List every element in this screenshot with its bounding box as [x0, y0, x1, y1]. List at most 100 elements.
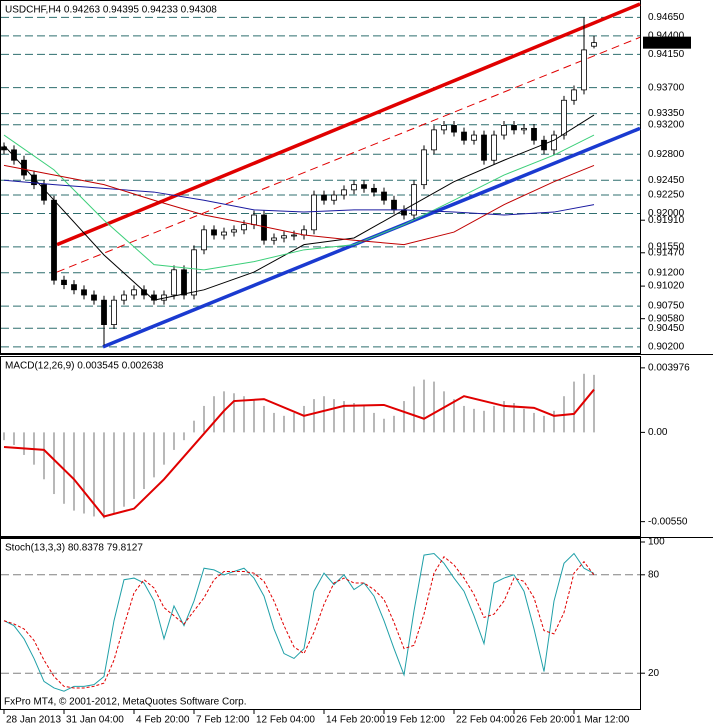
- level-label: 0.92250: [648, 190, 685, 201]
- x-tick-label: 4 Feb 20:00: [136, 715, 190, 726]
- level-label: 0.92800: [648, 149, 685, 160]
- y-tick-label: 0.91470: [648, 247, 685, 258]
- candle-body: [411, 184, 417, 216]
- series-line: [3, 134, 595, 271]
- series-line: [3, 114, 595, 301]
- candle-body: [271, 237, 277, 241]
- x-tick-label: 14 Feb 20:00: [326, 715, 385, 726]
- candle-body: [51, 199, 57, 281]
- panel-frame: [0, 0, 641, 354]
- series-line: [3, 388, 595, 518]
- candle-body: [281, 235, 287, 239]
- candle-body: [591, 42, 597, 47]
- copyright: FxPro MT4, © 2001-2012, MetaQuotes Softw…: [4, 697, 246, 708]
- candle-body: [171, 269, 177, 296]
- candle-body: [521, 127, 527, 131]
- candle-body: [581, 49, 587, 91]
- candle-body: [491, 134, 497, 161]
- candle-body: [561, 99, 567, 136]
- candle-body: [371, 187, 377, 193]
- candle-body: [311, 194, 317, 231]
- candle-body: [11, 149, 17, 161]
- candle-body: [431, 129, 437, 151]
- y-tick-label: 0.90580: [648, 313, 685, 324]
- candle-body: [241, 224, 247, 231]
- candle-body: [321, 194, 327, 201]
- candle-body: [261, 214, 267, 241]
- y-tick-label: 0.00: [648, 427, 668, 438]
- level-label: 0.90450: [648, 323, 685, 334]
- candle-body: [381, 191, 387, 201]
- y-tick-label: -0.00550: [648, 516, 688, 527]
- y-tick-label: 0.91910: [648, 215, 685, 226]
- level-label: 0.94400: [648, 30, 685, 41]
- trend-line: [56, 36, 641, 273]
- level-label: 0.90200: [648, 341, 685, 352]
- candle-body: [511, 125, 517, 131]
- x-tick-label: 31 Jan 04:00: [66, 715, 124, 726]
- last-price-box: [643, 36, 691, 49]
- series-line: [3, 164, 595, 246]
- candle-body: [101, 299, 107, 326]
- x-tick-label: 19 Feb 12:00: [386, 715, 445, 726]
- level-label: 0.90750: [648, 301, 685, 312]
- candle-body: [391, 199, 397, 211]
- candle-body: [531, 127, 537, 141]
- panel-title: MACD(12,26,9) 0.003545 0.002638: [5, 361, 164, 372]
- candle-body: [181, 269, 187, 296]
- candle-body: [461, 131, 467, 141]
- level-label: 0.92450: [648, 175, 685, 186]
- candle-body: [81, 289, 87, 296]
- candle-body: [131, 289, 137, 296]
- x-tick-label: 28 Jan 2013: [6, 715, 61, 726]
- candle-body: [451, 125, 457, 133]
- x-tick-label: 1 Mar 12:00: [576, 715, 630, 726]
- candle-body: [361, 184, 367, 189]
- y-tick-label: 0.003976: [648, 362, 690, 373]
- level-label: 0.93200: [648, 119, 685, 130]
- candle-body: [141, 289, 147, 296]
- y-tick-label: 20: [648, 668, 660, 679]
- level-label: 0.91200: [648, 267, 685, 278]
- series-line: [3, 179, 595, 216]
- candle-body: [121, 294, 127, 301]
- y-tick-label: 100: [648, 537, 665, 548]
- candle-body: [111, 299, 117, 326]
- candle-body: [221, 231, 227, 236]
- level-label: 0.94150: [648, 49, 685, 60]
- x-tick-label: 7 Feb 12:00: [196, 715, 250, 726]
- candle-body: [71, 284, 77, 291]
- level-label: 0.94650: [648, 12, 685, 23]
- candle-body: [481, 134, 487, 161]
- panel-frame: [0, 356, 641, 537]
- level-label: 0.91550: [648, 242, 685, 253]
- candle-body: [251, 214, 257, 226]
- level-label: 0.92000: [648, 208, 685, 219]
- candle-body: [211, 229, 217, 236]
- candle-body: [191, 249, 197, 296]
- candle-body: [441, 125, 447, 131]
- panel-title: Stoch(13,3,3) 80.8378 79.8127: [5, 543, 143, 554]
- candle-body: [91, 294, 97, 301]
- candle-body: [501, 125, 507, 136]
- candle-body: [571, 89, 577, 101]
- level-label: 0.93700: [648, 82, 685, 93]
- candle-body: [61, 279, 67, 286]
- y-tick-label: 80: [648, 569, 660, 580]
- series-line: [3, 556, 595, 689]
- panel-title: USDCHF,H4 0.94263 0.94395 0.94233 0.9430…: [5, 5, 217, 16]
- x-tick-label: 22 Feb 04:00: [456, 715, 515, 726]
- series-line: [3, 552, 595, 692]
- candle-body: [231, 229, 237, 233]
- candle-body: [351, 184, 357, 191]
- last-price-label: 0.94308: [646, 37, 683, 48]
- candle-body: [341, 189, 347, 196]
- candle-body: [331, 194, 337, 201]
- candle-body: [421, 149, 427, 186]
- candle-body: [201, 229, 207, 251]
- panel-frame: [0, 538, 641, 710]
- candle-body: [551, 134, 557, 151]
- x-tick-label: 12 Feb 04:00: [256, 715, 315, 726]
